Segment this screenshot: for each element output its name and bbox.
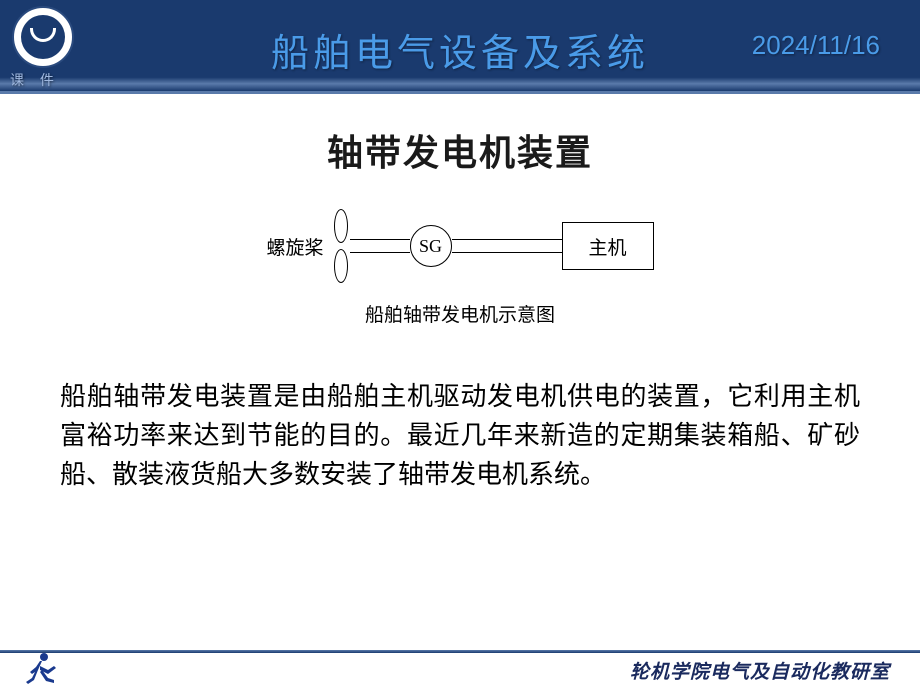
running-person-icon	[20, 652, 62, 686]
footer-divider	[0, 650, 920, 653]
header-date: 2024/11/16	[752, 30, 880, 61]
courseware-label: 课 件	[10, 70, 60, 90]
shaft-left	[350, 239, 410, 253]
propeller-label: 螺旋桨	[266, 233, 323, 260]
diagram-caption: 船舶轴带发电机示意图	[365, 300, 555, 327]
shaft-right	[452, 239, 562, 253]
slide-content: 轴带发电机装置 螺旋桨 SG 主机 船舶轴带发电机示意图 船舶轴带发电装置是由船…	[0, 94, 920, 494]
header-title: 船舶电气设备及系统	[271, 22, 649, 77]
logo	[12, 6, 74, 68]
slide-footer: 轮机学院电气及自动化教研室	[0, 650, 920, 690]
shaft-generator-diagram: 螺旋桨 SG 主机 船舶轴带发电机示意图	[60, 216, 860, 327]
main-engine-box: 主机	[562, 222, 654, 270]
footer-org: 轮机学院电气及自动化教研室	[630, 657, 890, 684]
propeller-icon	[332, 211, 350, 281]
slide-header: 课 件 船舶电气设备及系统 2024/11/16	[0, 0, 920, 94]
sg-generator: SG	[410, 225, 452, 267]
body-paragraph: 船舶轴带发电装置是由船舶主机驱动发电机供电的装置，它利用主机富裕功率来达到节能的…	[60, 377, 860, 494]
page-title: 轴带发电机装置	[60, 124, 860, 176]
